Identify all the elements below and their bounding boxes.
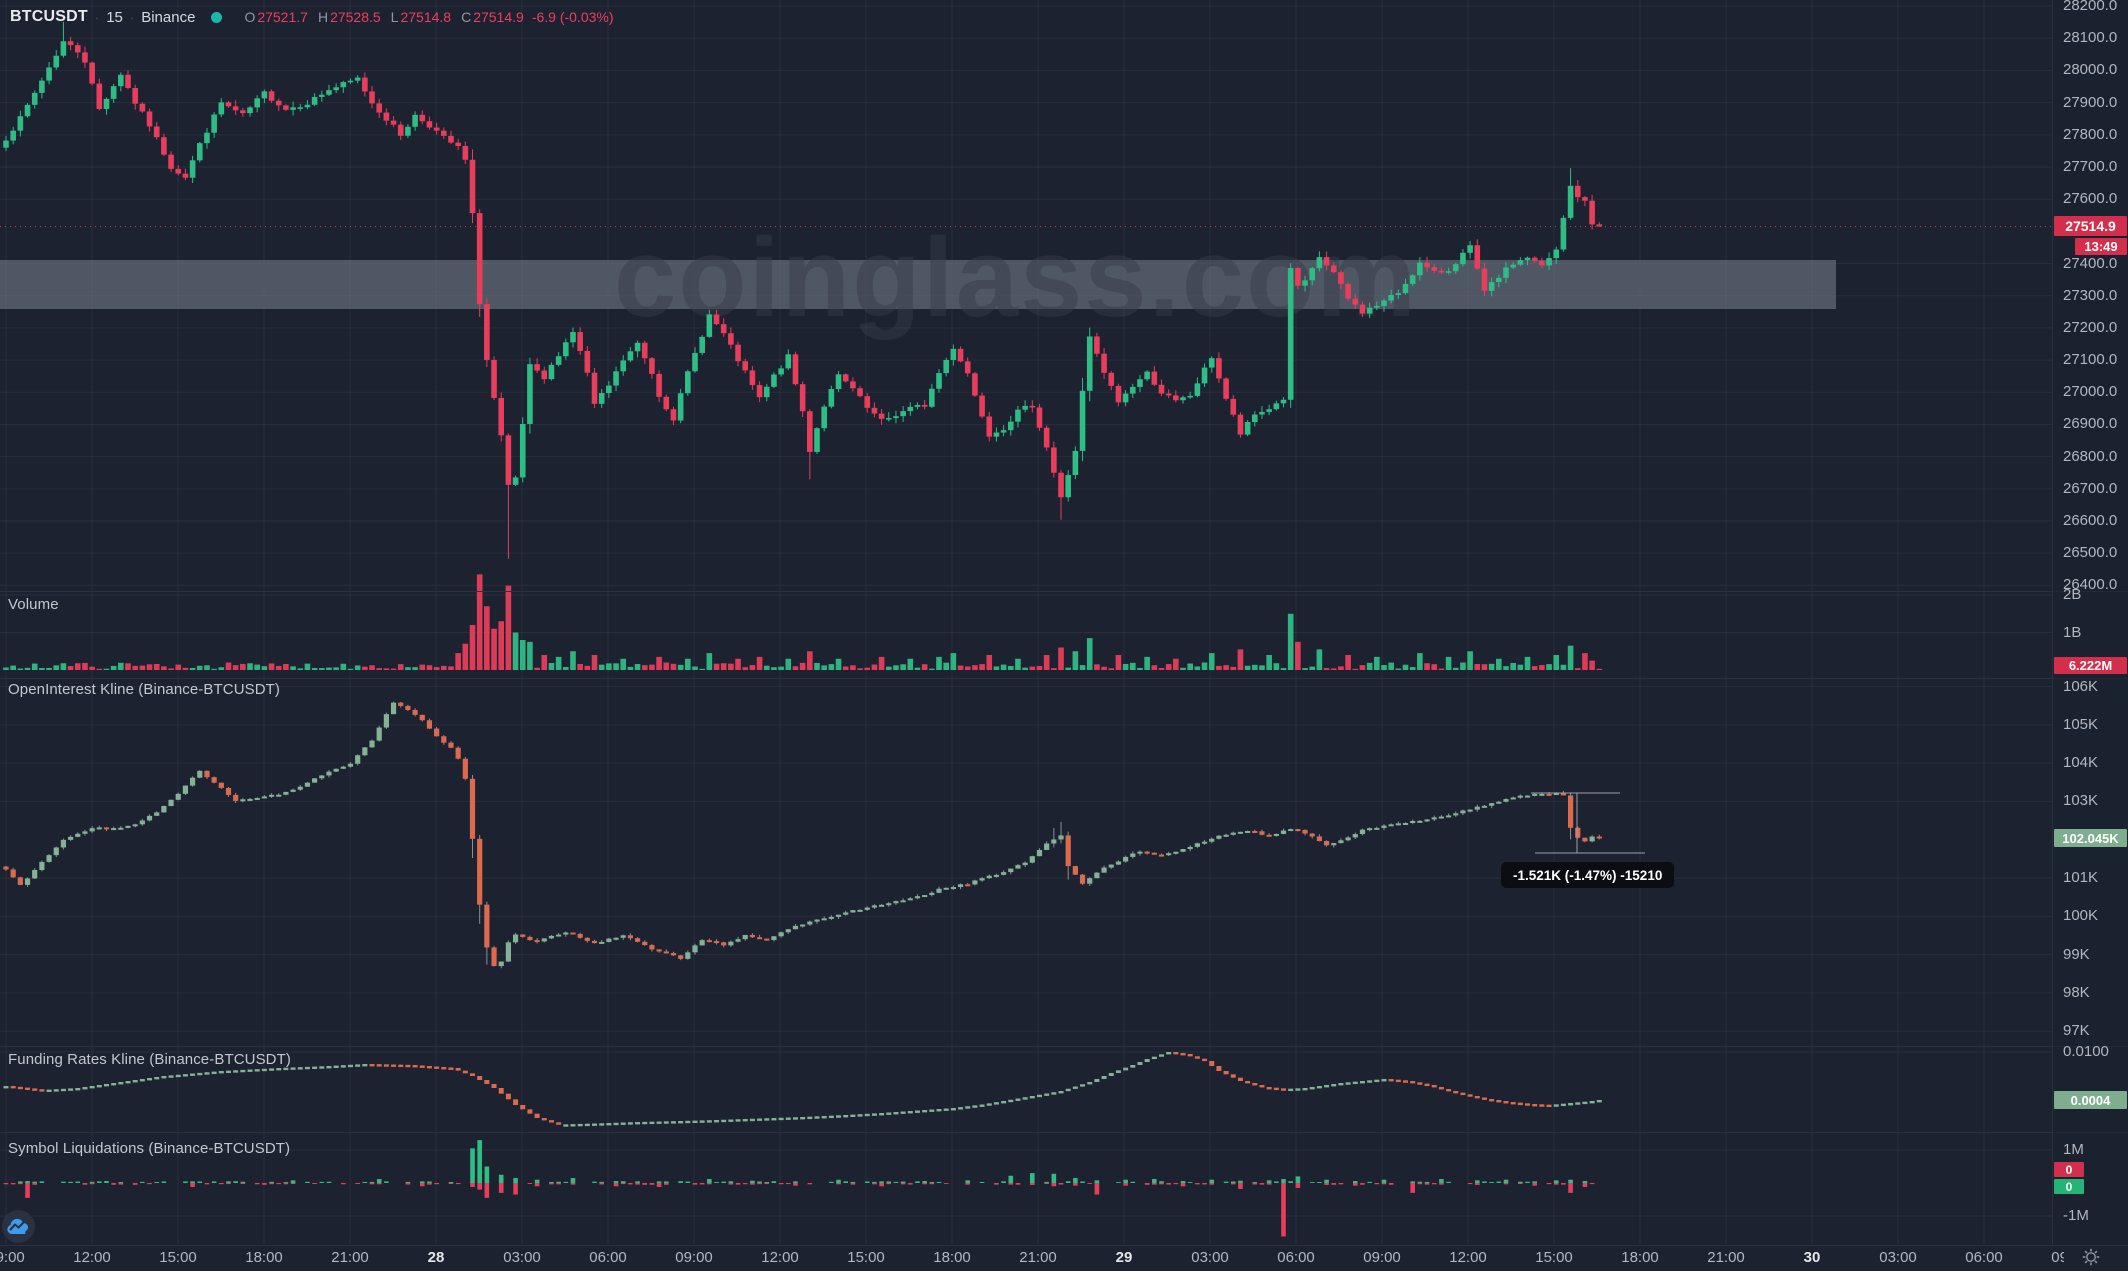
oi-tick-label: 106K — [2063, 677, 2099, 695]
time-tick-label: 21:00 — [1019, 1249, 1057, 1266]
exchange-label[interactable]: Binance — [141, 8, 196, 26]
separator-dot: · — [129, 9, 135, 25]
price-tick-label: 27000.0 — [2063, 383, 2118, 401]
oi-tick-label: 99K — [2063, 945, 2090, 963]
volume-tick-label: 2B — [2063, 586, 2082, 603]
open-label: O — [244, 9, 256, 25]
time-tick-label: 06:00 — [589, 1249, 627, 1266]
price-tick-label: 28200.0 — [2063, 0, 2118, 15]
price-tick-label: 27800.0 — [2063, 125, 2118, 143]
open-interest-value-badge: 102.045K — [2054, 829, 2127, 847]
status-dot-icon — [211, 11, 223, 23]
funding-tick-label: 0.0100 — [2063, 1043, 2109, 1060]
high-label: H — [317, 9, 329, 25]
volume-tick-label: 1B — [2063, 623, 2082, 641]
time-tick-label: 29 — [1115, 1249, 1133, 1266]
time-tick-label: 12:00 — [1449, 1249, 1487, 1266]
change-value: -6.9 (-0.03%) — [531, 9, 614, 25]
time-tick-label: 12:00 — [73, 1249, 111, 1266]
time-tick-label: 09:00 — [675, 1249, 713, 1266]
time-tick-label: 03:00 — [1879, 1249, 1917, 1266]
oi-tick-label: 105K — [2063, 715, 2099, 733]
price-tick-label: 26600.0 — [2063, 511, 2118, 529]
price-tick-label: 27400.0 — [2063, 254, 2118, 272]
price-axis[interactable]: 27514.9 13:49 6.222M 102.045K 0.0004 0 0… — [2052, 0, 2128, 1244]
time-tick-label: 15:00 — [159, 1249, 197, 1266]
price-tick-label: 27900.0 — [2063, 93, 2118, 111]
open-value: 27521.7 — [257, 9, 308, 25]
time-tick-label: 21:00 — [331, 1249, 369, 1266]
price-tick-label: 27300.0 — [2063, 286, 2118, 304]
separator-dot: · — [94, 9, 100, 25]
time-tick-label: 21:00 — [1707, 1249, 1745, 1266]
pane-separator[interactable] — [0, 678, 2128, 679]
pane-separator[interactable] — [0, 1132, 2128, 1133]
interval-label[interactable]: 15 — [106, 8, 123, 26]
coinglass-cloud-icon — [7, 1218, 28, 1235]
volume-value-badge: 6.222M — [2054, 657, 2127, 674]
liq-tick-label: 1M — [2063, 1141, 2084, 1158]
low-value: 27514.8 — [400, 9, 452, 25]
oi-tick-label: 101K — [2063, 869, 2099, 887]
time-tick-label: 18:00 — [933, 1249, 971, 1266]
oi-tick-label: 100K — [2063, 907, 2099, 925]
price-tick-label: 27100.0 — [2063, 351, 2118, 369]
symbol-label[interactable]: BTCUSDT — [10, 8, 88, 25]
volume-pane-title: Volume — [8, 596, 59, 613]
open-interest-pane-title: OpenInterest Kline (Binance-BTCUSDT) — [8, 681, 281, 698]
oi-measure-tooltip: -1.521K (-1.47%) -15210 — [1501, 862, 1675, 888]
chart-legend-header: BTCUSDT · 15 · Binance O 27521.7 H 27528… — [10, 7, 614, 27]
close-label: C — [461, 9, 472, 25]
time-tick-label: 12:00 — [761, 1249, 799, 1266]
low-label: L — [390, 9, 399, 25]
time-tick-label: 09:00 — [1363, 1249, 1401, 1266]
price-tick-label: 26700.0 — [2063, 479, 2118, 497]
price-tick-label: 27200.0 — [2063, 318, 2118, 336]
oi-tick-label: 97K — [2063, 1022, 2090, 1040]
short-liquidation-badge: 0 — [2054, 1162, 2084, 1177]
time-axis[interactable]: 09:00 12:00 15:00 18:00 21:00 28 03:00 06:00 09:… — [0, 1245, 2128, 1271]
oi-tick-label: 98K — [2063, 983, 2090, 1001]
funding-rates-pane-title: Funding Rates Kline (Binance-BTCUSDT) — [8, 1051, 291, 1068]
time-tick-label: 03:00 — [503, 1249, 541, 1266]
oi-tick-label: 104K — [2063, 754, 2099, 772]
funding-rate-value-badge: 0.0004 — [2054, 1091, 2127, 1109]
pane-separator[interactable] — [0, 591, 2128, 592]
svg-text:coinglass.com: coinglass.com — [614, 215, 1418, 340]
price-tick-label: 26800.0 — [2063, 447, 2118, 465]
price-tick-label: 26500.0 — [2063, 544, 2118, 562]
price-tick-label: 28000.0 — [2063, 61, 2118, 79]
time-tick-label: 06:00 — [1965, 1249, 2003, 1266]
liq-tick-label: -1M — [2063, 1207, 2089, 1224]
price-tick-label: 28100.0 — [2063, 29, 2118, 47]
time-tick-label: 15:00 — [847, 1249, 885, 1266]
time-tick-label: 15:00 — [1535, 1249, 1573, 1266]
axis-settings-gear-icon[interactable] — [2082, 1248, 2100, 1266]
time-tick-label: 06:00 — [1277, 1249, 1315, 1266]
time-tick-label: 28 — [427, 1249, 445, 1266]
close-value: 27514.9 — [473, 9, 524, 25]
high-value: 27528.5 — [330, 9, 381, 25]
last-price-badge: 27514.9 — [2054, 216, 2127, 236]
time-tick-label: 30 — [1803, 1249, 1821, 1266]
price-tick-label: 26400.0 — [2063, 576, 2118, 594]
time-tick-label: 09:00 — [0, 1249, 25, 1266]
time-tick-label: 18:00 — [1621, 1249, 1659, 1266]
candle-countdown-badge: 13:49 — [2075, 238, 2127, 255]
coinglass-logo-button[interactable] — [2, 1210, 35, 1243]
liquidations-pane-title: Symbol Liquidations (Binance-BTCUSDT) — [8, 1140, 291, 1157]
oi-tick-label: 103K — [2063, 792, 2099, 810]
price-tick-label: 27600.0 — [2063, 190, 2118, 208]
time-tick-label: 03:00 — [1191, 1249, 1229, 1266]
chart-canvas[interactable]: coinglass.comcoinglass.com — [0, 0, 2052, 1244]
pane-separator[interactable] — [0, 1046, 2128, 1047]
time-tick-label: 09:00 — [2051, 1249, 2064, 1266]
time-tick-label: 18:00 — [245, 1249, 283, 1266]
long-liquidation-badge: 0 — [2054, 1179, 2084, 1194]
price-tick-label: 26900.0 — [2063, 415, 2118, 433]
price-tick-label: 27700.0 — [2063, 158, 2118, 175]
